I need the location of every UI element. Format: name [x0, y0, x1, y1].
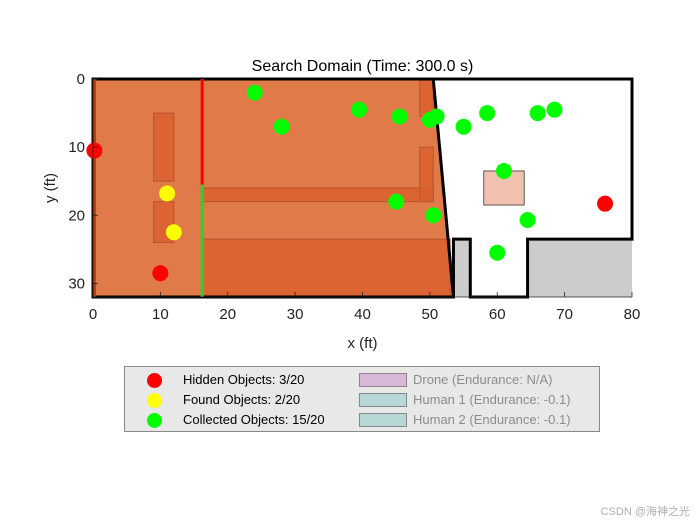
- collected-object-15: [519, 212, 536, 229]
- watermark: CSDN @海神之光: [600, 506, 690, 518]
- obstacle-6: [201, 238, 451, 298]
- x-tick-label-50: 50: [422, 306, 439, 323]
- x-tick-label-80: 80: [624, 306, 641, 323]
- legend-label-hidden: Hidden Objects: 3/20: [183, 372, 305, 387]
- collected-object-6: [428, 108, 445, 125]
- x-tick-label-60: 60: [489, 306, 506, 323]
- found-object-1: [159, 185, 176, 202]
- legend-label-human1: Human 1 (Endurance: -0.1): [413, 392, 571, 407]
- chart-title: Search Domain (Time: 300.0 s): [252, 58, 474, 75]
- legend-swatch-human1: [359, 393, 407, 407]
- found-object-2: [165, 224, 182, 241]
- collected-object-10: [529, 105, 546, 122]
- obstacle-4: [419, 146, 434, 203]
- collected-object-12: [388, 193, 405, 210]
- chart-legend: Hidden Objects: 3/20 Found Objects: 2/20…: [124, 366, 600, 432]
- obstacle-1: [153, 112, 175, 182]
- x-tick-label-70: 70: [556, 306, 573, 323]
- hidden-object-1: [86, 142, 103, 159]
- collected-object-3: [351, 101, 368, 118]
- legend-label-collected: Collected Objects: 15/20: [183, 412, 325, 427]
- legend-label-human2: Human 2 (Endurance: -0.1): [413, 412, 571, 427]
- legend-swatch-drone: [359, 373, 407, 387]
- collected-object-11: [546, 101, 563, 118]
- legend-label-drone: Drone (Endurance: N/A): [413, 372, 553, 387]
- legend-label-found: Found Objects: 2/20: [183, 392, 301, 407]
- legend-marker-collected: [147, 413, 162, 428]
- collected-object-4: [391, 108, 408, 125]
- y-tick-label-20: 20: [68, 207, 85, 224]
- y-axis-label: y (ft): [42, 173, 59, 203]
- x-tick-label-10: 10: [152, 306, 169, 323]
- collected-object-8: [479, 105, 496, 122]
- x-tick-label-40: 40: [354, 306, 371, 323]
- collected-object-1: [246, 84, 263, 101]
- collected-object-7: [455, 118, 472, 135]
- legend-marker-found: [147, 393, 162, 408]
- collected-object-14: [489, 244, 506, 261]
- hidden-object-3: [597, 195, 614, 212]
- x-tick-label-0: 0: [89, 306, 97, 323]
- collected-object-13: [425, 207, 442, 224]
- search-domain-chart: 0 10 20 30 40 50 60 70 80 0 10 20 30 Search Domain (T…: [42, 58, 641, 352]
- y-tick-label-30: 30: [68, 275, 85, 292]
- legend-swatch-human2: [359, 413, 407, 427]
- collected-object-2: [273, 118, 290, 135]
- collected-object-9: [495, 162, 512, 179]
- x-tick-label-30: 30: [287, 306, 304, 323]
- x-axis-label: x (ft): [348, 335, 378, 352]
- hidden-object-2: [152, 265, 169, 282]
- y-tick-label-10: 10: [68, 139, 85, 156]
- y-tick-label-0: 0: [77, 71, 85, 88]
- x-tick-label-20: 20: [219, 306, 236, 323]
- legend-marker-hidden: [147, 373, 162, 388]
